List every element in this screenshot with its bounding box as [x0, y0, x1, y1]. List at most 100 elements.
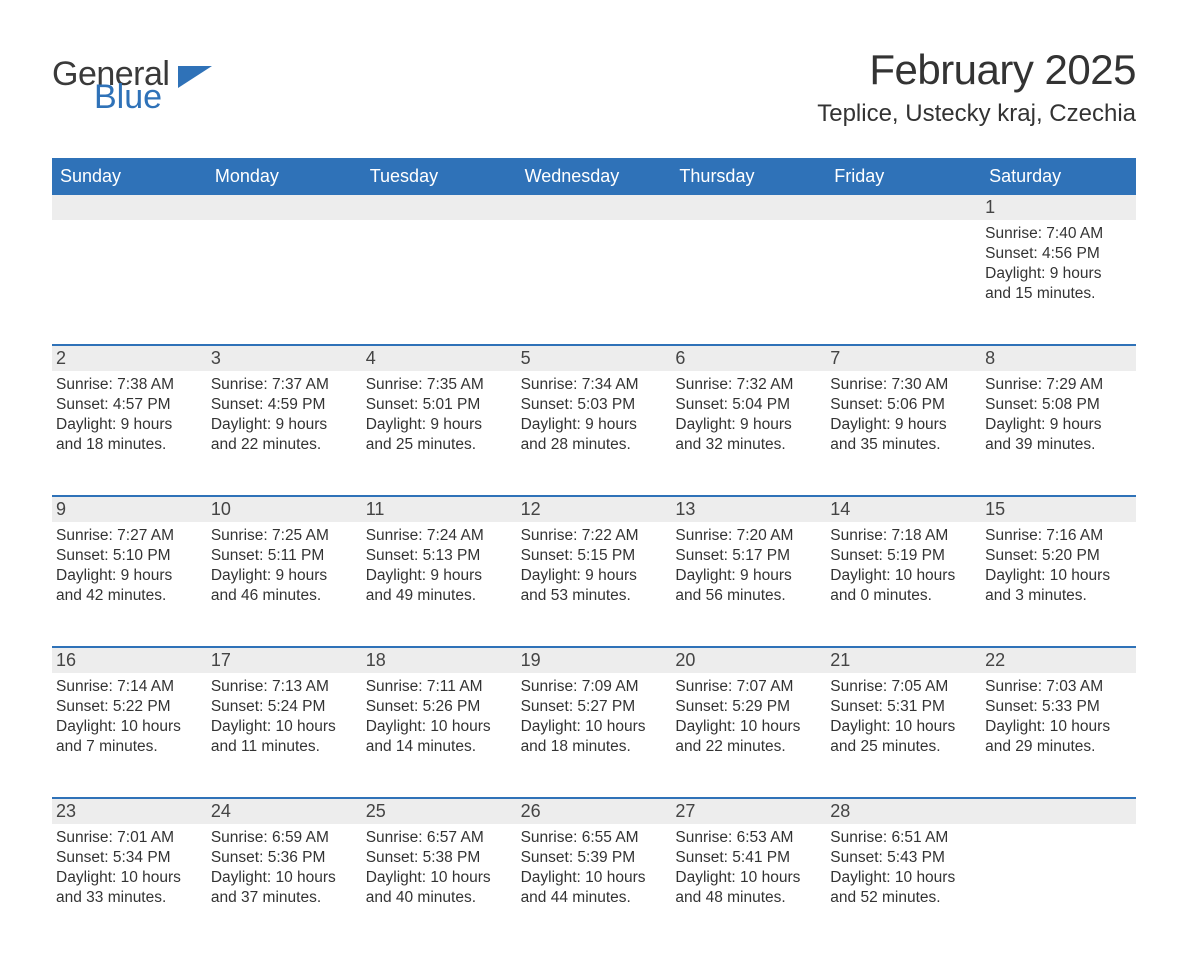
day-sunrise: Sunrise: 7:22 AM — [521, 526, 666, 546]
day-day1: Daylight: 9 hours — [830, 415, 975, 435]
day-day2: and 52 minutes. — [830, 888, 975, 908]
day-sunset: Sunset: 5:13 PM — [366, 546, 511, 566]
location-subtitle: Teplice, Ustecky kraj, Czechia — [817, 100, 1136, 128]
week-row: 9101112131415Sunrise: 7:27 AMSunset: 5:1… — [52, 495, 1136, 620]
day-day1: Daylight: 10 hours — [675, 717, 820, 737]
day-cell — [517, 220, 672, 318]
day-cell: Sunrise: 7:18 AMSunset: 5:19 PMDaylight:… — [826, 522, 981, 620]
day-day1: Daylight: 9 hours — [366, 415, 511, 435]
day-sunset: Sunset: 5:24 PM — [211, 697, 356, 717]
day-body-strip: Sunrise: 7:40 AMSunset: 4:56 PMDaylight:… — [52, 220, 1136, 318]
day-sunset: Sunset: 5:19 PM — [830, 546, 975, 566]
day-day2: and 32 minutes. — [675, 435, 820, 455]
day-number-strip: 232425262728 — [52, 799, 1136, 824]
day-cell: Sunrise: 7:35 AMSunset: 5:01 PMDaylight:… — [362, 371, 517, 469]
day-number — [52, 195, 207, 220]
weekday-header: Friday — [826, 158, 981, 195]
day-number: 12 — [517, 497, 672, 522]
week-row: 232425262728Sunrise: 7:01 AMSunset: 5:34… — [52, 797, 1136, 922]
day-day2: and 3 minutes. — [985, 586, 1130, 606]
day-sunset: Sunset: 5:38 PM — [366, 848, 511, 868]
day-sunrise: Sunrise: 7:14 AM — [56, 677, 201, 697]
week-row: 1Sunrise: 7:40 AMSunset: 4:56 PMDaylight… — [52, 195, 1136, 318]
weekday-header: Tuesday — [362, 158, 517, 195]
day-day2: and 53 minutes. — [521, 586, 666, 606]
day-sunset: Sunset: 5:15 PM — [521, 546, 666, 566]
day-day2: and 0 minutes. — [830, 586, 975, 606]
day-number: 13 — [671, 497, 826, 522]
day-number: 10 — [207, 497, 362, 522]
week-row: 2345678Sunrise: 7:38 AMSunset: 4:57 PMDa… — [52, 344, 1136, 469]
day-number: 9 — [52, 497, 207, 522]
day-cell: Sunrise: 7:29 AMSunset: 5:08 PMDaylight:… — [981, 371, 1136, 469]
day-day2: and 46 minutes. — [211, 586, 356, 606]
day-number — [517, 195, 672, 220]
day-day1: Daylight: 10 hours — [521, 868, 666, 888]
day-day1: Daylight: 10 hours — [211, 717, 356, 737]
day-day2: and 25 minutes. — [366, 435, 511, 455]
day-cell: Sunrise: 6:53 AMSunset: 5:41 PMDaylight:… — [671, 824, 826, 922]
day-cell: Sunrise: 7:27 AMSunset: 5:10 PMDaylight:… — [52, 522, 207, 620]
day-cell: Sunrise: 7:20 AMSunset: 5:17 PMDaylight:… — [671, 522, 826, 620]
weeks-container: 1Sunrise: 7:40 AMSunset: 4:56 PMDaylight… — [52, 195, 1136, 922]
day-sunrise: Sunrise: 7:07 AM — [675, 677, 820, 697]
day-number-strip: 9101112131415 — [52, 497, 1136, 522]
day-sunset: Sunset: 5:08 PM — [985, 395, 1130, 415]
day-day2: and 14 minutes. — [366, 737, 511, 757]
day-day1: Daylight: 9 hours — [211, 415, 356, 435]
day-cell: Sunrise: 7:11 AMSunset: 5:26 PMDaylight:… — [362, 673, 517, 771]
day-sunset: Sunset: 4:57 PM — [56, 395, 201, 415]
day-cell — [981, 824, 1136, 922]
day-sunset: Sunset: 5:22 PM — [56, 697, 201, 717]
day-day2: and 15 minutes. — [985, 284, 1130, 304]
day-sunrise: Sunrise: 7:35 AM — [366, 375, 511, 395]
day-day1: Daylight: 10 hours — [675, 868, 820, 888]
day-sunset: Sunset: 5:03 PM — [521, 395, 666, 415]
day-day1: Daylight: 9 hours — [211, 566, 356, 586]
day-day1: Daylight: 10 hours — [366, 868, 511, 888]
day-sunrise: Sunrise: 7:01 AM — [56, 828, 201, 848]
day-body-strip: Sunrise: 7:01 AMSunset: 5:34 PM Daylight:… — [52, 824, 1136, 922]
day-day1: Daylight: 10 hours — [830, 566, 975, 586]
day-sunset: Sunset: 5:04 PM — [675, 395, 820, 415]
day-number: 2 — [52, 346, 207, 371]
day-day1: Daylight: 9 hours — [56, 566, 201, 586]
day-sunrise: Sunrise: 7:16 AM — [985, 526, 1130, 546]
day-cell: Sunrise: 7:40 AMSunset: 4:56 PMDaylight:… — [981, 220, 1136, 318]
day-sunrise: Sunrise: 6:51 AM — [830, 828, 975, 848]
day-number: 25 — [362, 799, 517, 824]
day-body-strip: Sunrise: 7:38 AMSunset: 4:57 PMDaylight:… — [52, 371, 1136, 469]
day-number: 21 — [826, 648, 981, 673]
day-cell: Sunrise: 6:51 AMSunset: 5:43 PMDaylight:… — [826, 824, 981, 922]
day-sunrise: Sunrise: 7:03 AM — [985, 677, 1130, 697]
day-cell: Sunrise: 6:57 AMSunset: 5:38 PMDaylight:… — [362, 824, 517, 922]
day-cell — [362, 220, 517, 318]
day-sunrise: Sunrise: 7:40 AM — [985, 224, 1130, 244]
day-cell: Sunrise: 7:14 AMSunset: 5:22 PMDaylight:… — [52, 673, 207, 771]
day-number-strip: 1 — [52, 195, 1136, 220]
day-day2: and 28 minutes. — [521, 435, 666, 455]
day-cell — [826, 220, 981, 318]
day-sunset: Sunset: 5:34 PM — [56, 848, 201, 868]
day-cell: Sunrise: 7:30 AMSunset: 5:06 PMDaylight:… — [826, 371, 981, 469]
day-sunrise: Sunrise: 7:20 AM — [675, 526, 820, 546]
day-sunrise: Sunrise: 6:55 AM — [521, 828, 666, 848]
day-sunset: Sunset: 5:27 PM — [521, 697, 666, 717]
day-number: 18 — [362, 648, 517, 673]
day-day2: and 44 minutes. — [521, 888, 666, 908]
day-number: 15 — [981, 497, 1136, 522]
day-sunrise: Sunrise: 7:27 AM — [56, 526, 201, 546]
day-cell: Sunrise: 7:09 AMSunset: 5:27 PMDaylight:… — [517, 673, 672, 771]
day-day2: and 48 minutes. — [675, 888, 820, 908]
day-sunset: Sunset: 5:43 PM — [830, 848, 975, 868]
day-day2: and 39 minutes. — [985, 435, 1130, 455]
day-cell: Sunrise: 6:59 AMSunset: 5:36 PMDaylight:… — [207, 824, 362, 922]
day-sunset: Sunset: 5:36 PM — [211, 848, 356, 868]
day-sunset: Sunset: 5:10 PM — [56, 546, 201, 566]
day-sunrise: Sunrise: 6:59 AM — [211, 828, 356, 848]
day-sunset: Sunset: 5:39 PM — [521, 848, 666, 868]
day-number: 3 — [207, 346, 362, 371]
day-number: 8 — [981, 346, 1136, 371]
day-cell — [207, 220, 362, 318]
day-cell: Sunrise: 7:05 AMSunset: 5:31 PMDaylight:… — [826, 673, 981, 771]
